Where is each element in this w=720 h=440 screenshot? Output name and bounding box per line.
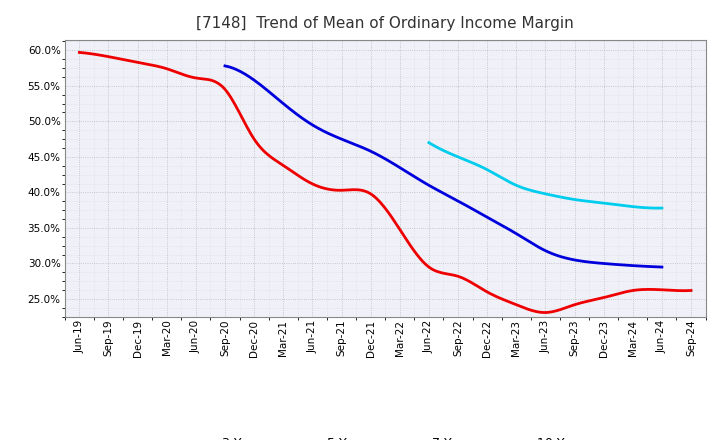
3 Years bbox=[439, 271, 448, 276]
Legend: 3 Years, 5 Years, 7 Years, 10 Years: 3 Years, 5 Years, 7 Years, 10 Years bbox=[176, 432, 595, 440]
5 Years bbox=[616, 262, 625, 268]
5 Years bbox=[220, 63, 229, 69]
7 Years bbox=[621, 203, 629, 209]
3 Years bbox=[77, 50, 86, 55]
3 Years bbox=[75, 50, 84, 55]
5 Years bbox=[481, 213, 490, 219]
5 Years bbox=[488, 217, 497, 223]
3 Years bbox=[631, 287, 640, 293]
Line: 7 Years: 7 Years bbox=[429, 143, 662, 208]
Title: [7148]  Trend of Mean of Ordinary Income Margin: [7148] Trend of Mean of Ordinary Income … bbox=[197, 16, 574, 32]
3 Years bbox=[449, 272, 458, 278]
7 Years bbox=[657, 205, 666, 211]
5 Years bbox=[222, 63, 231, 69]
3 Years bbox=[437, 270, 446, 275]
Line: 3 Years: 3 Years bbox=[79, 52, 691, 312]
7 Years bbox=[425, 140, 433, 145]
7 Years bbox=[567, 196, 576, 202]
3 Years bbox=[593, 297, 601, 302]
Line: 5 Years: 5 Years bbox=[225, 66, 662, 267]
3 Years bbox=[687, 288, 696, 293]
5 Years bbox=[657, 264, 666, 270]
3 Years bbox=[539, 310, 548, 315]
7 Years bbox=[636, 205, 644, 210]
7 Years bbox=[562, 196, 571, 201]
7 Years bbox=[563, 196, 572, 201]
7 Years bbox=[653, 205, 662, 211]
5 Years bbox=[480, 213, 488, 218]
5 Years bbox=[589, 260, 598, 265]
7 Years bbox=[426, 140, 434, 146]
